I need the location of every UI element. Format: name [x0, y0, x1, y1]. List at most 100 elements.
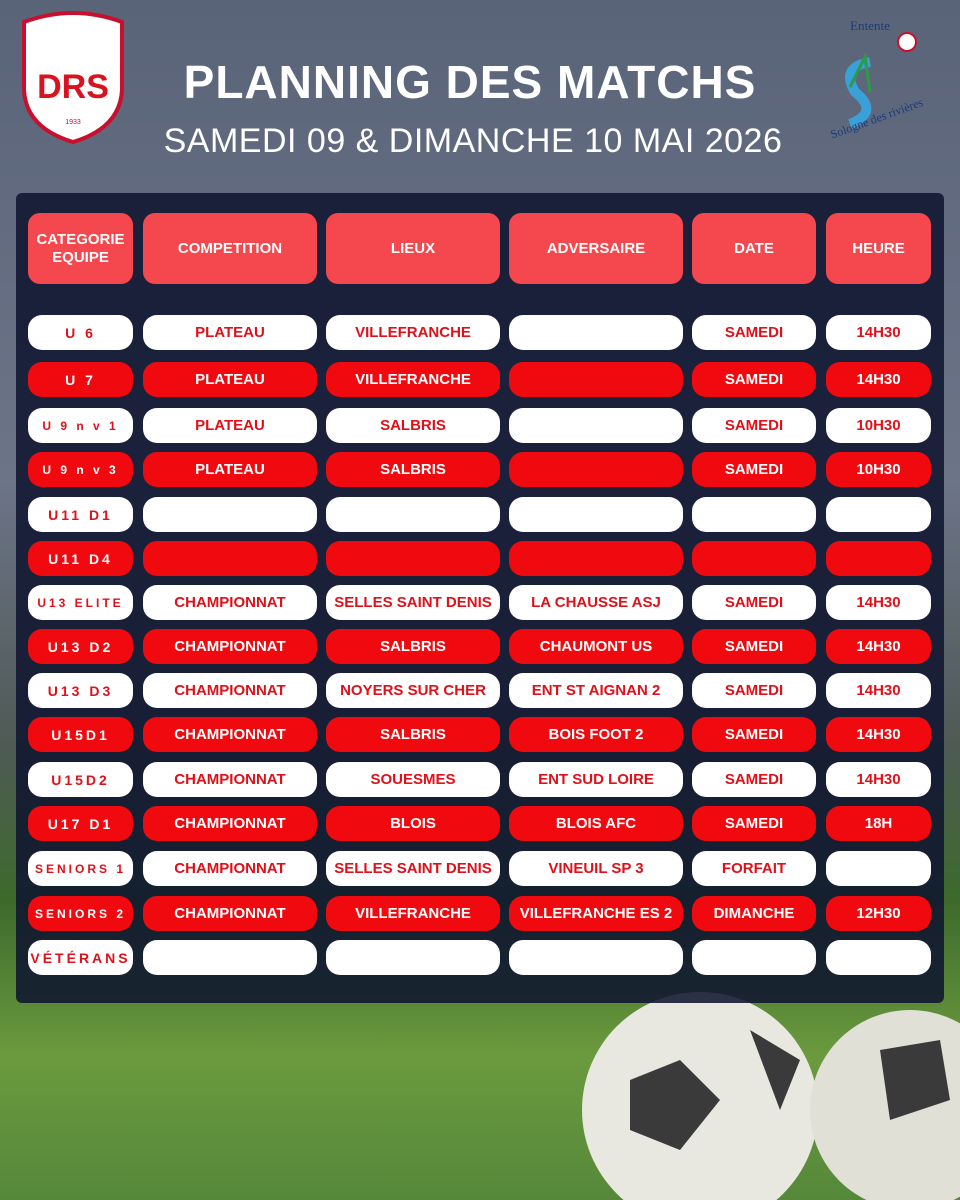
cell-text: SELLES SAINT DENIS: [334, 594, 492, 611]
column-header: ADVERSAIRE: [509, 213, 683, 284]
category-cell: U11 D1: [28, 497, 133, 532]
cell-text: 18H: [864, 815, 893, 832]
cell-text: SAMEDI: [724, 726, 784, 743]
cell-text: CHAMPIONNAT: [174, 905, 286, 922]
cell-text: CHAMPIONNAT: [174, 815, 286, 832]
header-text: COMPETITION: [177, 239, 283, 257]
cell-text: 14H30: [856, 771, 901, 788]
table-cell: VILLEFRANCHE: [326, 362, 500, 397]
cell-text: CHAMPIONNAT: [174, 638, 286, 655]
table-cell: CHAMPIONNAT: [143, 673, 317, 708]
cell-text: PLATEAU: [195, 417, 265, 434]
table-cell: [509, 362, 683, 397]
category-cell: U11 D4: [28, 541, 133, 576]
cell-text: 14H30: [856, 594, 901, 611]
category-cell: U15D1: [28, 717, 133, 752]
table-cell: SELLES SAINT DENIS: [326, 585, 500, 620]
cell-text: 14H30: [856, 638, 901, 655]
table-cell: VILLEFRANCHE ES 2: [509, 896, 683, 931]
column-header: CATEGORIE EQUIPE: [28, 213, 133, 284]
table-cell: SAMEDI: [692, 806, 816, 841]
cell-text: BLOIS AFC: [555, 815, 637, 832]
cell-text: U15D2: [51, 771, 110, 788]
table-cell: SAMEDI: [692, 629, 816, 664]
cell-text: PLATEAU: [195, 324, 265, 341]
table-cell: [143, 940, 317, 975]
table-cell: CHAMPIONNAT: [143, 585, 317, 620]
table-cell: SAMEDI: [692, 315, 816, 350]
category-cell: U 6: [28, 315, 133, 350]
cell-text: VINEUIL SP 3: [548, 860, 644, 877]
category-cell: U 7: [28, 362, 133, 397]
column-header: LIEUX: [326, 213, 500, 284]
cell-text: CHAMPIONNAT: [174, 594, 286, 611]
cell-text: 14H30: [856, 324, 901, 341]
cell-text: U 6: [65, 324, 96, 341]
cell-text: U11 D1: [48, 506, 113, 523]
table-cell: CHAMPIONNAT: [143, 629, 317, 664]
table-cell: 14H30: [826, 673, 931, 708]
table-cell: LA CHAUSSE ASJ: [509, 585, 683, 620]
table-cell: [826, 541, 931, 576]
table-cell: 10H30: [826, 452, 931, 487]
table-cell: SAMEDI: [692, 408, 816, 443]
category-cell: U17 D1: [28, 806, 133, 841]
table-cell: VILLEFRANCHE: [326, 315, 500, 350]
header-text: LIEUX: [390, 239, 436, 257]
cell-text: SAMEDI: [724, 815, 784, 832]
cell-text: U13 D2: [47, 638, 114, 655]
table-cell: CHAMPIONNAT: [143, 762, 317, 797]
table-cell: [509, 497, 683, 532]
table-cell: 18H: [826, 806, 931, 841]
cell-text: U13 ELITE: [37, 595, 124, 610]
cell-text: PLATEAU: [195, 461, 265, 478]
cell-text: U17 D1: [47, 815, 114, 832]
table-cell: PLATEAU: [143, 452, 317, 487]
table-cell: [509, 452, 683, 487]
cell-text: 14H30: [856, 371, 901, 388]
cell-text: ENT SUD LOIRE: [538, 771, 654, 788]
table-cell: 14H30: [826, 362, 931, 397]
column-header: HEURE: [826, 213, 931, 284]
cell-text: DIMANCHE: [713, 905, 795, 922]
table-cell: SAMEDI: [692, 452, 816, 487]
cell-text: CHAMPIONNAT: [174, 860, 286, 877]
category-cell: U13 ELITE: [28, 585, 133, 620]
table-cell: VINEUIL SP 3: [509, 851, 683, 886]
category-cell: U13 D3: [28, 673, 133, 708]
cell-text: 10H30: [856, 461, 901, 478]
cell-text: U 7: [65, 371, 96, 388]
column-header: DATE: [692, 213, 816, 284]
header-text: HEURE: [852, 239, 905, 257]
table-cell: FORFAIT: [692, 851, 816, 886]
cell-text: U11 D4: [48, 550, 113, 567]
table-cell: 14H30: [826, 717, 931, 752]
table-cell: SAMEDI: [692, 762, 816, 797]
cell-text: LA CHAUSSE ASJ: [531, 594, 661, 611]
table-cell: SOUESMES: [326, 762, 500, 797]
title: PLANNING DES MATCHS: [183, 56, 757, 108]
cell-text: SAMEDI: [724, 461, 784, 478]
category-cell: U13 D2: [28, 629, 133, 664]
table-cell: 14H30: [826, 629, 931, 664]
category-cell: SENIORS 2: [28, 896, 133, 931]
balls: [582, 992, 960, 1200]
cell-text: CHAMPIONNAT: [174, 771, 286, 788]
table-cell: [326, 497, 500, 532]
table-cell: [509, 408, 683, 443]
category-cell: U 9 n v 3: [28, 452, 133, 487]
table-cell: BOIS FOOT 2: [509, 717, 683, 752]
cell-text: CHAMPIONNAT: [174, 726, 286, 743]
table-cell: [326, 940, 500, 975]
table-cell: PLATEAU: [143, 315, 317, 350]
logo-top: Entente: [850, 18, 890, 33]
cell-text: 10H30: [856, 417, 901, 434]
table-cell: [326, 541, 500, 576]
cell-text: PLATEAU: [195, 371, 265, 388]
table-cell: BLOIS: [326, 806, 500, 841]
cell-text: U15D1: [51, 726, 110, 743]
cell-text: 12H30: [856, 905, 901, 922]
header-text: DATE: [734, 239, 774, 257]
category-cell: U 9 n v 1: [28, 408, 133, 443]
cell-text: 14H30: [856, 682, 901, 699]
